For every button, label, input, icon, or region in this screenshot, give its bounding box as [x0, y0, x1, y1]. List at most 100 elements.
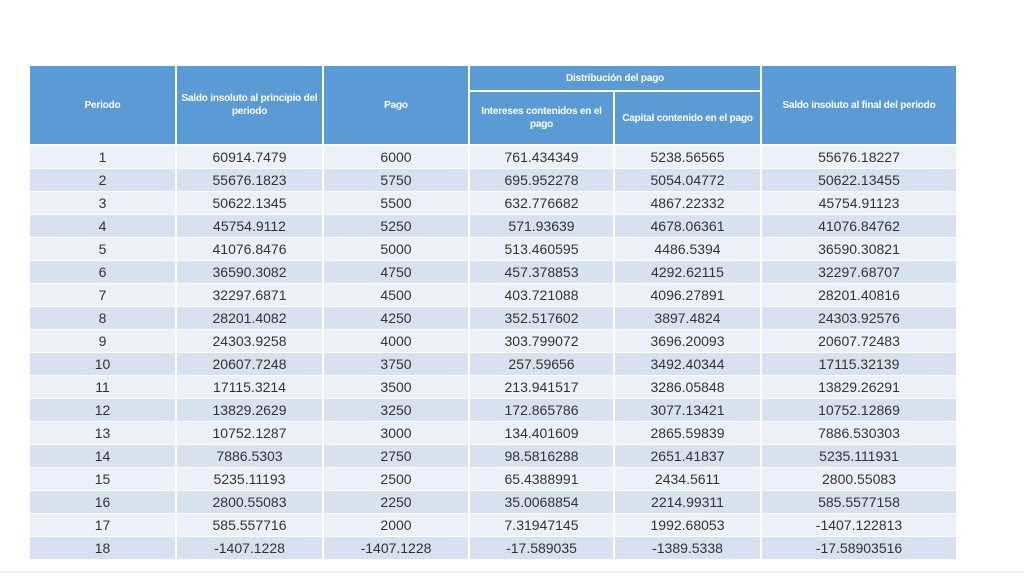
table-cell: 213.941517 [468, 374, 615, 399]
table-cell: 65.4388991 [468, 466, 615, 491]
table-row: 13 10752.1287 3000 134.401609 2865.59839 7886… [28, 420, 958, 445]
table-cell: 36590.3082 [175, 259, 324, 284]
table-cell: 10 [28, 351, 177, 376]
table-cell: 4096.27891 [613, 282, 762, 307]
table-row: 3 50622.1345 5500 632.776682 4867.22332 45754… [28, 190, 958, 215]
table-cell: 3492.40344 [613, 351, 762, 376]
table-cell: 4250 [322, 305, 470, 330]
table-cell: 3250 [322, 397, 470, 422]
table-row: 8 28201.4082 4250 352.517602 3897.4824 24303.… [28, 305, 958, 330]
table-cell: 5250 [322, 213, 470, 238]
amortization-table: Periodo Saldo insoluto al principio del … [28, 64, 958, 560]
table-cell: 16 [28, 489, 177, 514]
table-cell: 2000 [322, 512, 470, 537]
table-cell: 513.460595 [468, 236, 615, 261]
table-cell: 28201.4082 [175, 305, 324, 330]
table-cell: 2800.55083 [760, 466, 958, 491]
table-cell: 2 [28, 167, 177, 192]
table-cell: 13829.2629 [175, 397, 324, 422]
table-cell: 5000 [322, 236, 470, 261]
table-cell: 41076.8476 [175, 236, 324, 261]
col-header-capital: Capital contenido en el pago [613, 90, 762, 146]
col-group-header-distribucion: Distribución del pago [468, 64, 762, 92]
table-cell: 7 [28, 282, 177, 307]
table-cell: 457.378853 [468, 259, 615, 284]
table-cell: 98.5816288 [468, 443, 615, 468]
table-cell: 2865.59839 [613, 420, 762, 445]
table-cell: -1407.1228 [322, 535, 470, 560]
table-cell: 7886.530303 [760, 420, 958, 445]
table-cell: 172.865786 [468, 397, 615, 422]
table-cell: 7.31947145 [468, 512, 615, 537]
table-row: 5 41076.8476 5000 513.460595 4486.5394 36590.… [28, 236, 958, 261]
table-cell: 3750 [322, 351, 470, 376]
table-row: 12 13829.2629 3250 172.865786 3077.13421 1075… [28, 397, 958, 422]
table-cell: 17 [28, 512, 177, 537]
table-cell: 6 [28, 259, 177, 284]
table-row: 16 2800.55083 2250 35.0068854 2214.99311 585.… [28, 489, 958, 514]
table-cell: 2250 [322, 489, 470, 514]
table-cell: 10752.1287 [175, 420, 324, 445]
table-cell: 585.557716 [175, 512, 324, 537]
table-cell: 5750 [322, 167, 470, 192]
table-cell: 4 [28, 213, 177, 238]
table-cell: 6000 [322, 144, 470, 169]
table-cell: 3897.4824 [613, 305, 762, 330]
table-cell: 303.799072 [468, 328, 615, 353]
table-cell: 7886.5303 [175, 443, 324, 468]
table-cell: 14 [28, 443, 177, 468]
table-cell: 10752.12869 [760, 397, 958, 422]
table-cell: 20607.7248 [175, 351, 324, 376]
table-cell: 17115.3214 [175, 374, 324, 399]
table-cell: 3077.13421 [613, 397, 762, 422]
header-row-top: Periodo Saldo insoluto al principio del … [28, 64, 958, 146]
table-cell: 1992.68053 [613, 512, 762, 537]
table-row: 15 5235.11193 2500 65.4388991 2434.5611 2800.… [28, 466, 958, 491]
table-row: 7 32297.6871 4500 403.721088 4096.27891 28201… [28, 282, 958, 307]
table-cell: 45754.9112 [175, 213, 324, 238]
table-cell: 3500 [322, 374, 470, 399]
table-cell: 55676.1823 [175, 167, 324, 192]
table-cell: 32297.68707 [760, 259, 958, 284]
table-cell: 12 [28, 397, 177, 422]
table-cell: 35.0068854 [468, 489, 615, 514]
table-cell: 17115.32139 [760, 351, 958, 376]
header-row-sub: Intereses contenidos en el pago Capital … [29, 90, 957, 146]
table-cell: 3 [28, 190, 177, 215]
table-row: 18 -1407.1228 -1407.1228 -17.589035 -1389.53… [28, 535, 958, 560]
table-header: Periodo Saldo insoluto al principio del … [28, 64, 958, 146]
table-cell: 15 [28, 466, 177, 491]
table-cell: 2434.5611 [613, 466, 762, 491]
col-header-saldo-final: Saldo insoluto al final del periodo [760, 64, 958, 146]
table-row: 17 585.557716 2000 7.31947145 1992.68053 -140… [28, 512, 958, 537]
table-cell: 2500 [322, 466, 470, 491]
table-cell: 4292.62115 [613, 259, 762, 284]
table-cell: 2800.55083 [175, 489, 324, 514]
table-row: 2 55676.1823 5750 695.952278 5054.04772 50622… [28, 167, 958, 192]
table-cell: 4500 [322, 282, 470, 307]
table-cell: 4000 [322, 328, 470, 353]
table-cell: 5235.111931 [760, 443, 958, 468]
table-row: 6 36590.3082 4750 457.378853 4292.62115 32297… [28, 259, 958, 284]
table-body: 1 60914.7479 6000 761.434349 5238.56565 55676… [28, 144, 958, 560]
table-cell: -17.589035 [468, 535, 615, 560]
table-cell: -1389.5338 [613, 535, 762, 560]
table-cell: 5 [28, 236, 177, 261]
table-cell: 28201.40816 [760, 282, 958, 307]
table-cell: 5235.11193 [175, 466, 324, 491]
table-cell: 3000 [322, 420, 470, 445]
table-cell: -1407.1228 [175, 535, 324, 560]
table-cell: 403.721088 [468, 282, 615, 307]
table-cell: 5500 [322, 190, 470, 215]
table-cell: 55676.18227 [760, 144, 958, 169]
table-cell: 32297.6871 [175, 282, 324, 307]
bottom-divider [0, 571, 1024, 573]
table-cell: 352.517602 [468, 305, 615, 330]
table-cell: 5238.56565 [613, 144, 762, 169]
table-cell: -1407.122813 [760, 512, 958, 537]
table-cell: 50622.13455 [760, 167, 958, 192]
table-cell: 585.5577158 [760, 489, 958, 514]
col-header-pago: Pago [322, 64, 470, 146]
table-cell: 60914.7479 [175, 144, 324, 169]
